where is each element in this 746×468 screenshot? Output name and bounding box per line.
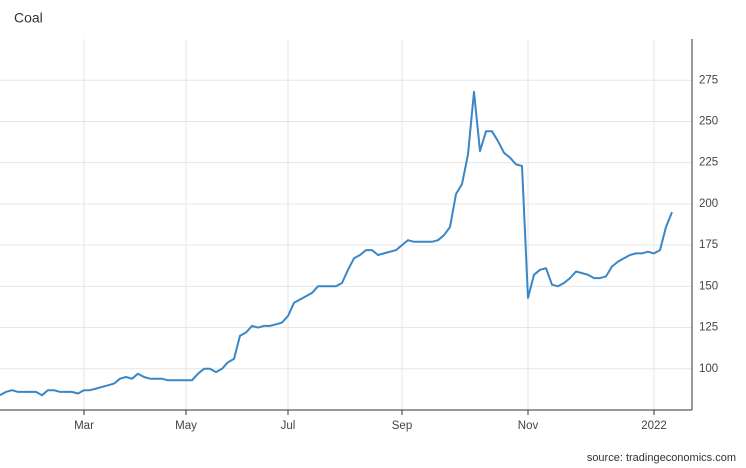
source: source: tradingeconomics.com bbox=[587, 452, 736, 464]
x-tick-label: 2022 bbox=[641, 420, 667, 432]
y-tick-label: 150 bbox=[699, 280, 718, 292]
chart-title: Coal bbox=[14, 10, 43, 26]
x-tick-label: Jul bbox=[281, 420, 296, 432]
y-tick-label: 100 bbox=[699, 363, 718, 375]
y-tick-label: 175 bbox=[699, 239, 718, 251]
line bbox=[0, 90, 673, 397]
y-tick-label: 250 bbox=[699, 115, 718, 127]
x-tick-label: May bbox=[175, 420, 197, 432]
x-tick-label: Nov bbox=[518, 420, 539, 432]
y-tick-label: 275 bbox=[699, 74, 718, 86]
y-tick-label: 125 bbox=[699, 322, 718, 334]
x-tick-label: Sep bbox=[392, 420, 412, 432]
y-tick-label: 225 bbox=[699, 157, 718, 169]
y-tick-label: 200 bbox=[699, 198, 718, 210]
x-tick-label: Mar bbox=[74, 420, 94, 432]
